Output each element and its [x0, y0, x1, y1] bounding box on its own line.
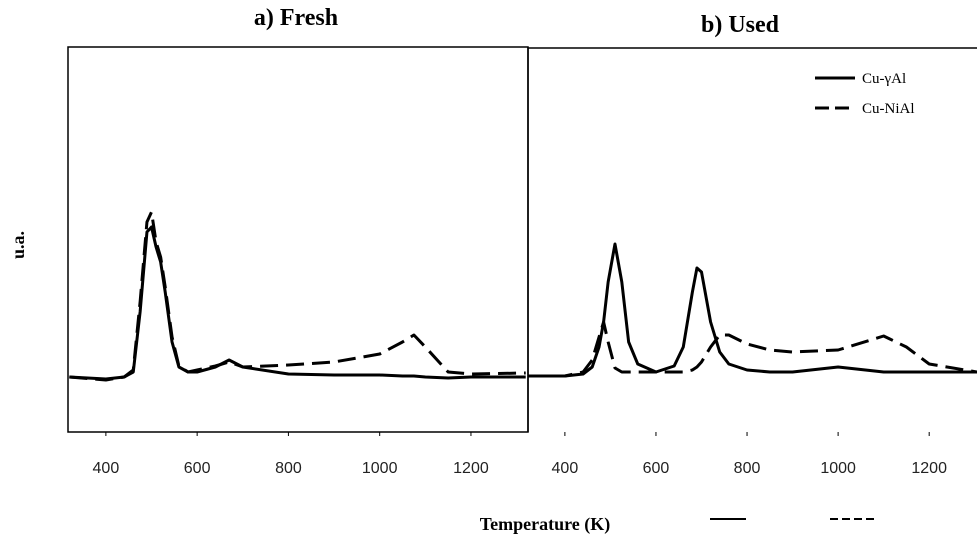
data-line — [69, 210, 526, 382]
x-tick-label: 400 — [93, 460, 120, 477]
plot-frame — [527, 47, 977, 432]
x-tick-label: 400 — [552, 460, 579, 477]
x-tick-label: 800 — [275, 460, 302, 477]
y-axis-label: u.a. — [8, 231, 28, 259]
x-tick-label: 600 — [184, 460, 211, 477]
x-tick-label: 1200 — [911, 460, 947, 477]
data-line — [528, 242, 977, 378]
x-tick-label: 1000 — [820, 460, 856, 477]
legend-label: Cu-NiAl — [862, 101, 915, 117]
x-tick-label: 800 — [734, 460, 761, 477]
legend-label: Cu-γAl — [862, 71, 906, 87]
chart-title: b) Used — [701, 12, 780, 38]
x-tick-label: 1000 — [362, 460, 398, 477]
data-line — [69, 225, 526, 381]
x-axis-label: Temperature (K) — [480, 514, 610, 535]
chart-title: a) Fresh — [254, 5, 338, 31]
data-line — [528, 320, 977, 378]
x-tick-label: 600 — [643, 460, 670, 477]
x-tick-label: 1200 — [453, 460, 489, 477]
